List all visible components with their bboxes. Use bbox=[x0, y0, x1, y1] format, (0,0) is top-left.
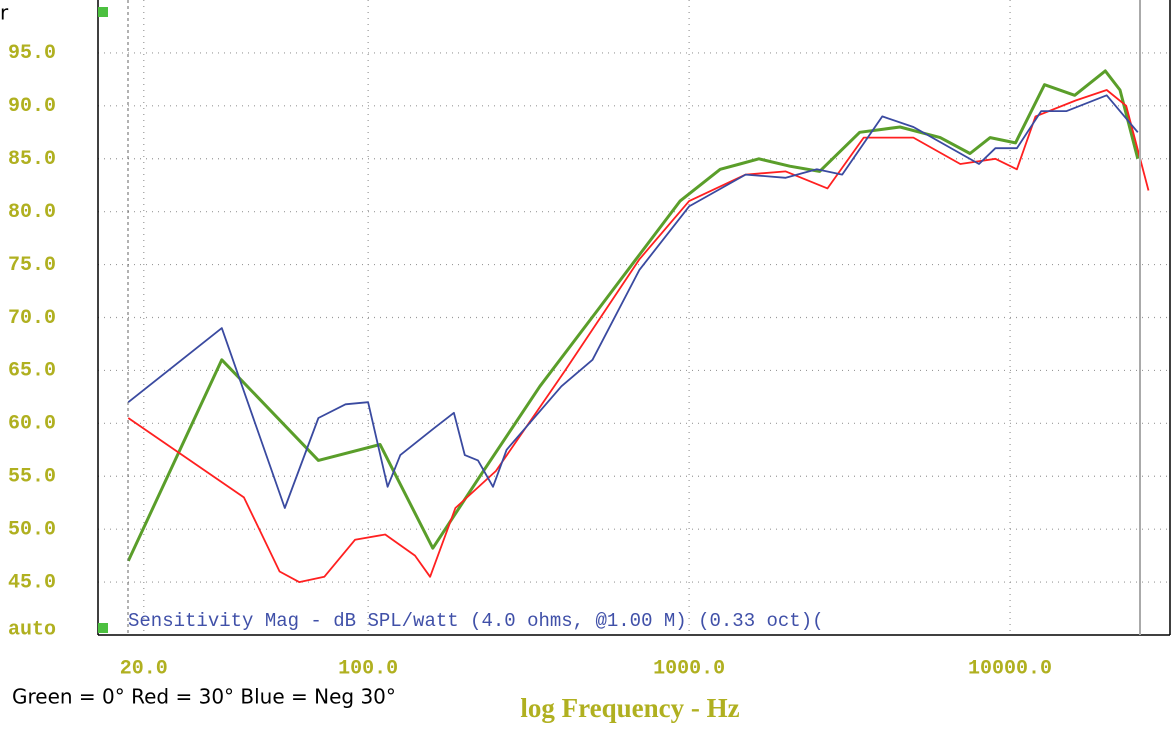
series-line bbox=[127, 94, 1139, 509]
y-tick-label: 65.0 bbox=[8, 360, 56, 383]
annotation: Sensitivity Mag - dB SPL/watt (4.0 ohms,… bbox=[128, 610, 824, 632]
y-tick-label: 50.0 bbox=[8, 518, 56, 541]
y-tick-label: 80.0 bbox=[8, 201, 56, 224]
x-tick-label: 100.0 bbox=[338, 657, 398, 680]
y-tick-label: 85.0 bbox=[8, 148, 56, 171]
x-tick-label: 1000.0 bbox=[653, 657, 725, 680]
y-tick-label: auto bbox=[8, 618, 56, 641]
series-line bbox=[127, 89, 1150, 583]
marker bbox=[98, 7, 108, 17]
y-tick-label: 60.0 bbox=[8, 413, 56, 436]
x-tick-label: 20.0 bbox=[120, 657, 168, 680]
marker bbox=[98, 623, 108, 633]
y-tick-label: 55.0 bbox=[8, 466, 56, 489]
y-tick-label: 75.0 bbox=[8, 254, 56, 277]
y-tick-label: 90.0 bbox=[8, 95, 56, 118]
y-tick-label: 95.0 bbox=[8, 42, 56, 65]
x-axis-label: log Frequency - Hz bbox=[520, 693, 739, 723]
legend-note: Green = 0° Red = 30° Blue = Neg 30° bbox=[12, 685, 396, 709]
x-tick-label: 10000.0 bbox=[968, 657, 1052, 680]
series-line bbox=[126, 69, 1140, 562]
plot-area bbox=[98, 0, 1170, 635]
y-tick-label: 70.0 bbox=[8, 307, 56, 330]
chart-title: r bbox=[0, 1, 9, 25]
y-tick-label: 45.0 bbox=[8, 571, 56, 594]
